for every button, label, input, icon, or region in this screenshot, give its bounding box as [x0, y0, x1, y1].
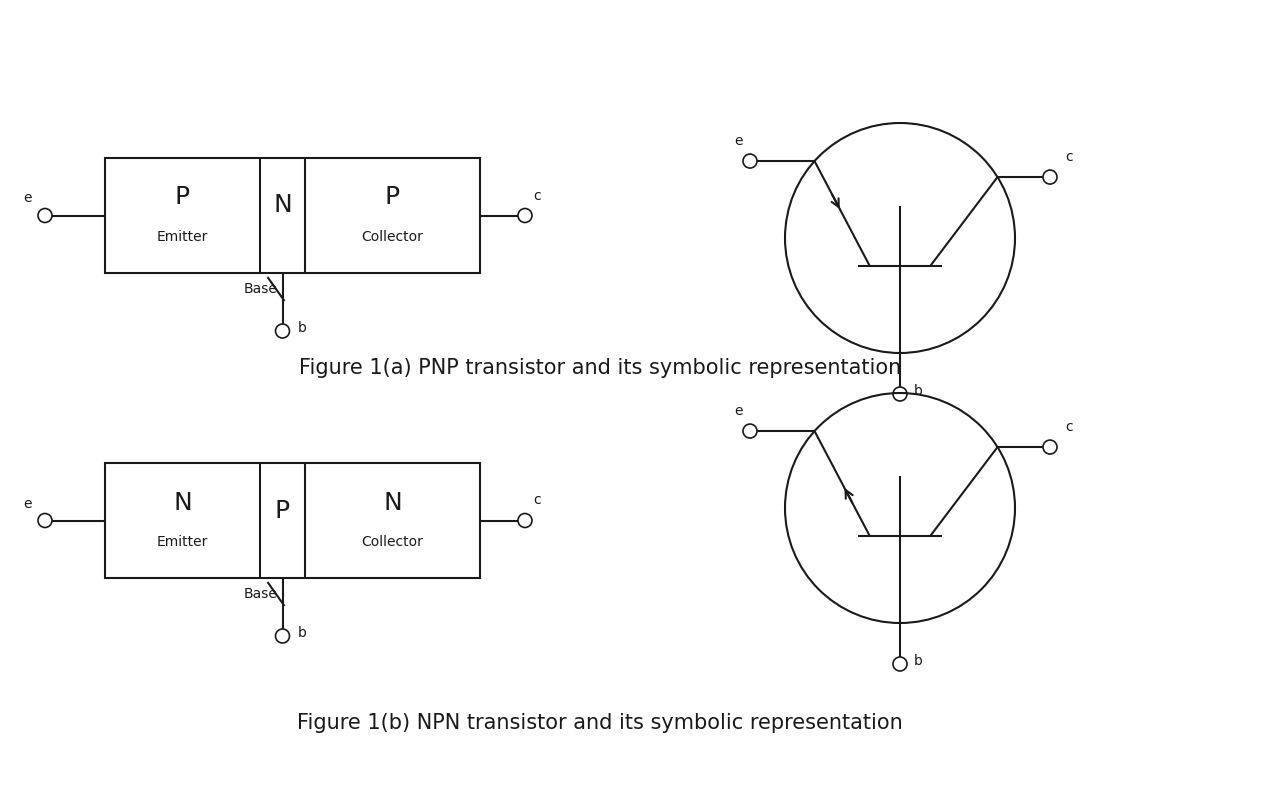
Text: P: P [386, 186, 401, 209]
Text: Collector: Collector [362, 535, 423, 550]
Text: b: b [298, 321, 307, 335]
Text: Base: Base [244, 587, 277, 601]
Text: N: N [383, 491, 402, 515]
Text: e: e [24, 496, 33, 511]
Text: P: P [174, 186, 190, 209]
Text: Base: Base [244, 282, 277, 296]
Text: c: c [1066, 420, 1073, 434]
Text: e: e [734, 404, 743, 418]
Bar [105, 463, 480, 578]
Text: Figure 1(a) PNP transistor and its symbolic representation: Figure 1(a) PNP transistor and its symbo… [298, 358, 901, 378]
Text: c: c [1066, 150, 1073, 164]
Text: c: c [533, 493, 541, 508]
Text: e: e [24, 191, 33, 205]
Text: e: e [734, 134, 743, 148]
Text: N: N [173, 491, 192, 515]
Text: Collector: Collector [362, 231, 423, 244]
Text: Emitter: Emitter [157, 231, 209, 244]
Bar [105, 158, 480, 273]
Text: Emitter: Emitter [157, 535, 209, 550]
Text: N: N [273, 193, 292, 217]
Text: Figure 1(b) NPN transistor and its symbolic representation: Figure 1(b) NPN transistor and its symbo… [297, 713, 902, 733]
Text: b: b [298, 626, 307, 640]
Text: P: P [276, 499, 289, 523]
Text: c: c [533, 189, 541, 202]
Text: b: b [914, 654, 923, 668]
Text: b: b [914, 384, 923, 398]
